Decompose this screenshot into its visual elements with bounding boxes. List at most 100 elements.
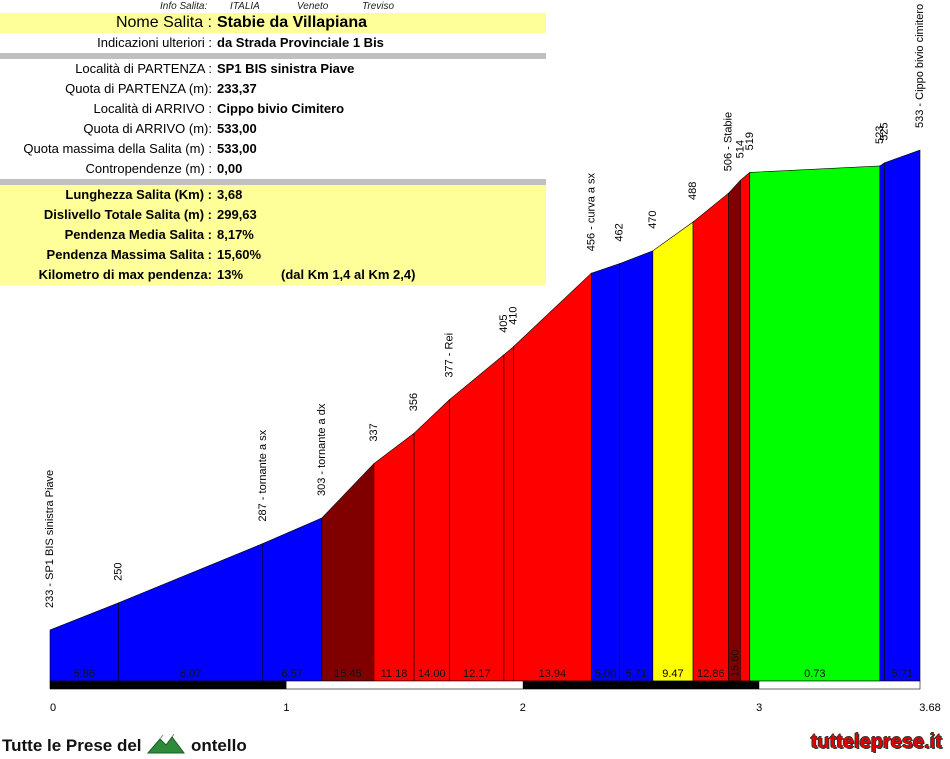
profile-segment-17	[884, 149, 921, 682]
info-row-indicazioni: Indicazioni ulteriori : da Strada Provin…	[0, 33, 546, 53]
point-label-3: 303 - tornante a dx	[316, 403, 328, 496]
info-row-quota-partenza: Quota di PARTENZA (m): 233,37	[0, 79, 546, 99]
info-value: 533,00	[217, 141, 257, 156]
info-row-pendenza-massima: Pendenza Massima Salita : 15,60%	[0, 245, 546, 265]
info-row-localita-arrivo: Località di ARRIVO : Cippo bivio Cimiter…	[0, 99, 546, 119]
logo-text-left: Tutte le Prese del	[2, 736, 142, 755]
profile-segment-1	[118, 543, 264, 682]
info-row-km-max-pendenza: Kilometro di max pendenza: 13% (dal Km 1,…	[0, 265, 546, 285]
km-bar-block-0	[50, 681, 287, 689]
profile-segment-15	[749, 165, 881, 682]
profile-segment-16	[879, 162, 885, 682]
info-value-extra: (dal Km 1,4 al Km 2,4)	[281, 267, 416, 282]
profile-segment-12	[692, 192, 729, 682]
point-label-12: 488	[687, 182, 699, 200]
point-label-14: 514	[734, 140, 746, 158]
gradient-label-11: 9.47	[662, 668, 683, 680]
gradient-label-6: 12.17	[463, 668, 491, 680]
profile-segment-2	[262, 517, 323, 682]
profile-segment-8	[513, 272, 592, 682]
info-label: Kilometro di max pendenza:	[0, 265, 216, 285]
gradient-label-2: 6.57	[282, 668, 303, 680]
point-label-16: 523	[874, 126, 886, 144]
info-label: Indicazioni ulteriori :	[97, 35, 212, 50]
info-row-localita-partenza: Località di PARTENZA : SP1 BIS sinistra …	[0, 59, 546, 79]
gradient-label-8: 13.94	[539, 668, 567, 680]
km-bar-layer	[49, 680, 921, 690]
gradient-label-17: 5.71	[892, 668, 913, 680]
info-value: 8,17%	[216, 225, 546, 245]
point-label-0: 233 - SP1 BIS sinistra Piave	[44, 470, 56, 608]
gradient-label-4: 11.18	[381, 668, 408, 680]
info-label: Dislivello Totale Salita (m) :	[0, 205, 216, 225]
logo-text-right: ontello	[190, 736, 247, 755]
tutteleprese-site-logo: tutteleprese.it	[810, 731, 942, 753]
info-row-dislivello: Dislivello Totale Salita (m) : 299,63	[0, 205, 546, 225]
info-value: 233,37	[217, 81, 257, 96]
info-separator	[0, 179, 546, 185]
profile-segment-5	[413, 398, 450, 682]
x-tick-label-0: 0	[50, 702, 56, 714]
x-tick-label-4: 3.68	[919, 702, 940, 714]
gradient-label-13: 15.60	[729, 649, 741, 677]
tutte-le-prese-logo: Tutte le Prese del ontello	[2, 733, 247, 756]
point-label-18: 533 - Cippo bivio cimitero	[914, 4, 926, 128]
point-label-1: 250	[113, 562, 125, 580]
info-value: 13% (dal Km 1,4 al Km 2,4)	[216, 265, 546, 285]
montello-mountain-icon	[147, 733, 186, 754]
info-label: Quota di PARTENZA (m):	[65, 81, 212, 96]
profile-segment-10	[619, 250, 654, 682]
info-row-quota-arrivo: Quota di ARRIVO (m): 533,00	[0, 119, 546, 139]
gradient-label-5: 14.00	[418, 668, 446, 680]
gradient-label-15: 0.73	[804, 668, 825, 680]
profile-segment-14	[740, 171, 751, 682]
info-value-main: 13%	[217, 267, 244, 282]
x-ticks-layer: 0 1 2 3 3.68	[50, 702, 941, 714]
info-label: Quota massima della Salita (m) :	[23, 141, 212, 156]
gradient-label-10: 5.71	[626, 668, 647, 680]
gradient-label-12: 12.86	[697, 668, 725, 680]
x-tick-label-1: 1	[283, 702, 289, 714]
x-tick-label-2: 2	[520, 702, 526, 714]
x-tick-label-3: 3	[756, 702, 762, 714]
info-row-nome-salita: Nome Salita : Stabie da Villapiana	[0, 13, 546, 33]
point-label-5: 356	[408, 393, 420, 411]
info-label: Nome Salita :	[0, 13, 216, 33]
info-header-country: ITALIA	[230, 1, 260, 12]
info-separator	[0, 53, 546, 59]
profile-segment-3	[321, 462, 375, 682]
info-value: Stabie da Villapiana	[216, 13, 546, 33]
point-label-13: 506 - Stabie	[723, 112, 735, 171]
point-label-8: 410	[507, 306, 519, 324]
point-labels-layer: 233 - SP1 BIS sinistra Piave 250 287 - tor…	[44, 4, 926, 608]
info-row-contropendenze: Contropendenze (m) : 0,00	[0, 159, 546, 179]
gradient-label-9: 5.00	[595, 668, 616, 680]
profile-segment-7	[503, 346, 514, 682]
info-value: Cippo bivio Cimitero	[217, 101, 345, 116]
profile-segment-4	[373, 432, 415, 682]
point-label-9: 456 - curva a sx	[585, 172, 597, 251]
info-row-pendenza-media: Pendenza Media Salita : 8,17%	[0, 225, 546, 245]
info-label: Pendenza Media Salita :	[0, 225, 216, 245]
km-bar-block-2	[522, 681, 760, 689]
info-value: SP1 BIS sinistra Piave	[217, 61, 355, 76]
info-header-label: Info Salita:	[160, 1, 208, 12]
point-label-11: 470	[647, 210, 659, 228]
info-label: Località di ARRIVO :	[93, 101, 213, 116]
info-value: 0,00	[217, 161, 243, 176]
profile-segment-6	[449, 354, 505, 682]
point-label-15: 519	[744, 132, 756, 150]
info-label: Quota di ARRIVO (m):	[83, 121, 212, 136]
info-header: Info Salita: ITALIA Veneto Treviso	[0, 0, 546, 14]
gradient-label-3: 15.45	[334, 668, 362, 680]
info-value: da Strada Provinciale 1 Bis	[217, 35, 384, 50]
segments-layer	[49, 149, 921, 682]
profile-segment-13	[728, 179, 741, 682]
info-value: 15,60%	[216, 245, 546, 265]
info-label: Località di PARTENZA :	[75, 61, 212, 76]
gradient-labels-layer: 5.86 6.07 6.57 15.45 11.18 14.00 12.17 13.94 5.0…	[74, 649, 913, 680]
info-table: Nome Salita : Stabie da Villapiana Indic…	[0, 13, 546, 285]
info-value: 3,68	[216, 185, 546, 205]
info-label: Contropendenze (m) :	[85, 161, 212, 176]
